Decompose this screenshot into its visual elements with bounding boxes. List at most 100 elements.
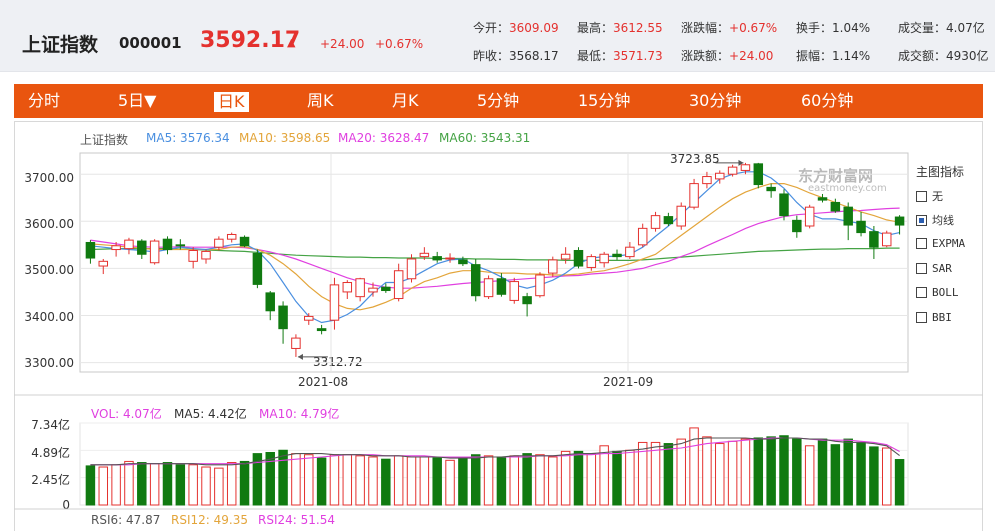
checkbox-checked-icon[interactable] [916, 214, 927, 226]
watermark-url: eastmoney.com [808, 183, 887, 194]
quote-header: 上证指数 000001 3592.17 ▲ +24.00 +0.67% 今开：3… [0, 0, 995, 72]
volume-bar [291, 453, 301, 506]
candle-body [162, 238, 173, 251]
candle-body [252, 252, 263, 285]
indicator-expma[interactable]: EXPMA [916, 237, 965, 250]
volume-bar [188, 464, 198, 506]
candle-body [702, 176, 712, 185]
volume-bar [779, 435, 789, 506]
volume-bar [445, 459, 455, 506]
stat-amplitude: 振幅：1.14% [796, 49, 871, 63]
volume-bar [483, 455, 494, 506]
checkbox-icon[interactable] [916, 312, 927, 323]
candle-body [419, 252, 430, 258]
tab-intraday[interactable]: 分时 [28, 91, 61, 110]
y-tick-label: 3300.00 [24, 356, 74, 370]
y-tick-label: 3400.00 [24, 310, 74, 324]
high-annotation: 3723.85 [670, 152, 720, 166]
volume-ma10-line [90, 437, 900, 466]
volume-bar [869, 446, 879, 506]
tab-5day[interactable]: 5日▼ [118, 91, 157, 110]
candle-body [98, 260, 109, 267]
indicator-sar[interactable]: SAR [916, 262, 952, 275]
indicator-bbi[interactable]: BBI [916, 311, 952, 324]
checkbox-icon[interactable] [916, 238, 927, 249]
checkbox-icon[interactable] [916, 263, 927, 274]
volume-bar [278, 449, 288, 506]
volume-bar [368, 456, 378, 506]
tab-30min[interactable]: 30分钟 [689, 91, 742, 110]
volume-bar [175, 464, 186, 506]
price-change-pct: +0.67% [375, 37, 424, 51]
checkbox-icon[interactable] [916, 190, 927, 202]
y-tick-label: 3700.00 [24, 171, 74, 185]
tab-15min[interactable]: 15分钟 [578, 91, 631, 110]
current-price: 3592.17 [200, 28, 301, 53]
candle-body [804, 206, 815, 227]
volume-bar [149, 463, 160, 506]
stat-prev-close: 昨收：3568.17 [473, 49, 559, 63]
candle-body [214, 238, 224, 248]
rsi6-legend: RSI6: 47.87 [91, 513, 161, 527]
volume-bar [406, 456, 417, 506]
candle-body [663, 216, 674, 225]
stat-change-pct: 涨跌幅：+0.67% [681, 21, 778, 35]
candle-body [830, 201, 841, 212]
candle-body [368, 287, 378, 293]
vol-ma5-legend: MA5: 4.42亿 [174, 407, 247, 421]
volume-bar [239, 460, 250, 506]
volume-bar [689, 427, 699, 506]
volume-ma5-line [90, 437, 900, 466]
volume-bar [573, 450, 584, 506]
indicator-boll[interactable]: BOLL [916, 286, 959, 299]
volume-bar [586, 453, 597, 506]
candle-body [586, 256, 597, 268]
indicator-none[interactable]: 无 [916, 188, 943, 204]
candle-body [676, 205, 686, 227]
stat-volume: 成交量：4.07亿 [898, 21, 985, 35]
candle-body [817, 197, 828, 201]
legend-ma20: MA20: 3628.47 [338, 131, 430, 145]
ma10-line [90, 183, 900, 311]
candle-body [753, 163, 764, 186]
ma60-line [90, 247, 900, 261]
tab-5min[interactable]: 5分钟 [477, 91, 520, 110]
candle-body [188, 249, 198, 262]
candle-body [535, 274, 545, 297]
volume-bar [111, 464, 121, 506]
tab-60min[interactable]: 60分钟 [801, 91, 854, 110]
tab-daily-k[interactable]: 日K [214, 92, 249, 112]
candle-body [625, 246, 635, 258]
volume-bar [201, 466, 211, 506]
ma20-line [90, 207, 900, 289]
tab-monthly-k[interactable]: 月K [392, 91, 419, 110]
low-marker-arrow [297, 353, 303, 360]
candle-body [637, 227, 648, 246]
volume-bar [727, 440, 738, 506]
candle-body [856, 220, 866, 234]
volume-bar [663, 443, 674, 506]
volume-bar [856, 441, 866, 506]
volume-bar [817, 438, 828, 506]
candle-body [175, 244, 186, 247]
volume-bar [676, 438, 686, 506]
volume-bar [226, 462, 237, 506]
indicator-ma[interactable]: 均线 [916, 212, 954, 228]
volume-bar [612, 450, 622, 506]
stat-high: 最高：3612.55 [577, 21, 663, 35]
volume-bar [419, 456, 430, 506]
volume-bar [881, 447, 892, 506]
volume-bar [432, 457, 442, 506]
candle-body [560, 253, 571, 260]
checkbox-icon[interactable] [916, 287, 927, 298]
tab-weekly-k[interactable]: 周K [307, 91, 334, 110]
volume-bar [509, 455, 520, 506]
candle-body [522, 296, 532, 305]
chart-panel [14, 121, 983, 531]
candle-body [239, 236, 250, 247]
volume-bar [843, 438, 853, 506]
volume-bar [252, 453, 263, 506]
candle-body [689, 183, 699, 208]
candle-body [881, 232, 892, 247]
